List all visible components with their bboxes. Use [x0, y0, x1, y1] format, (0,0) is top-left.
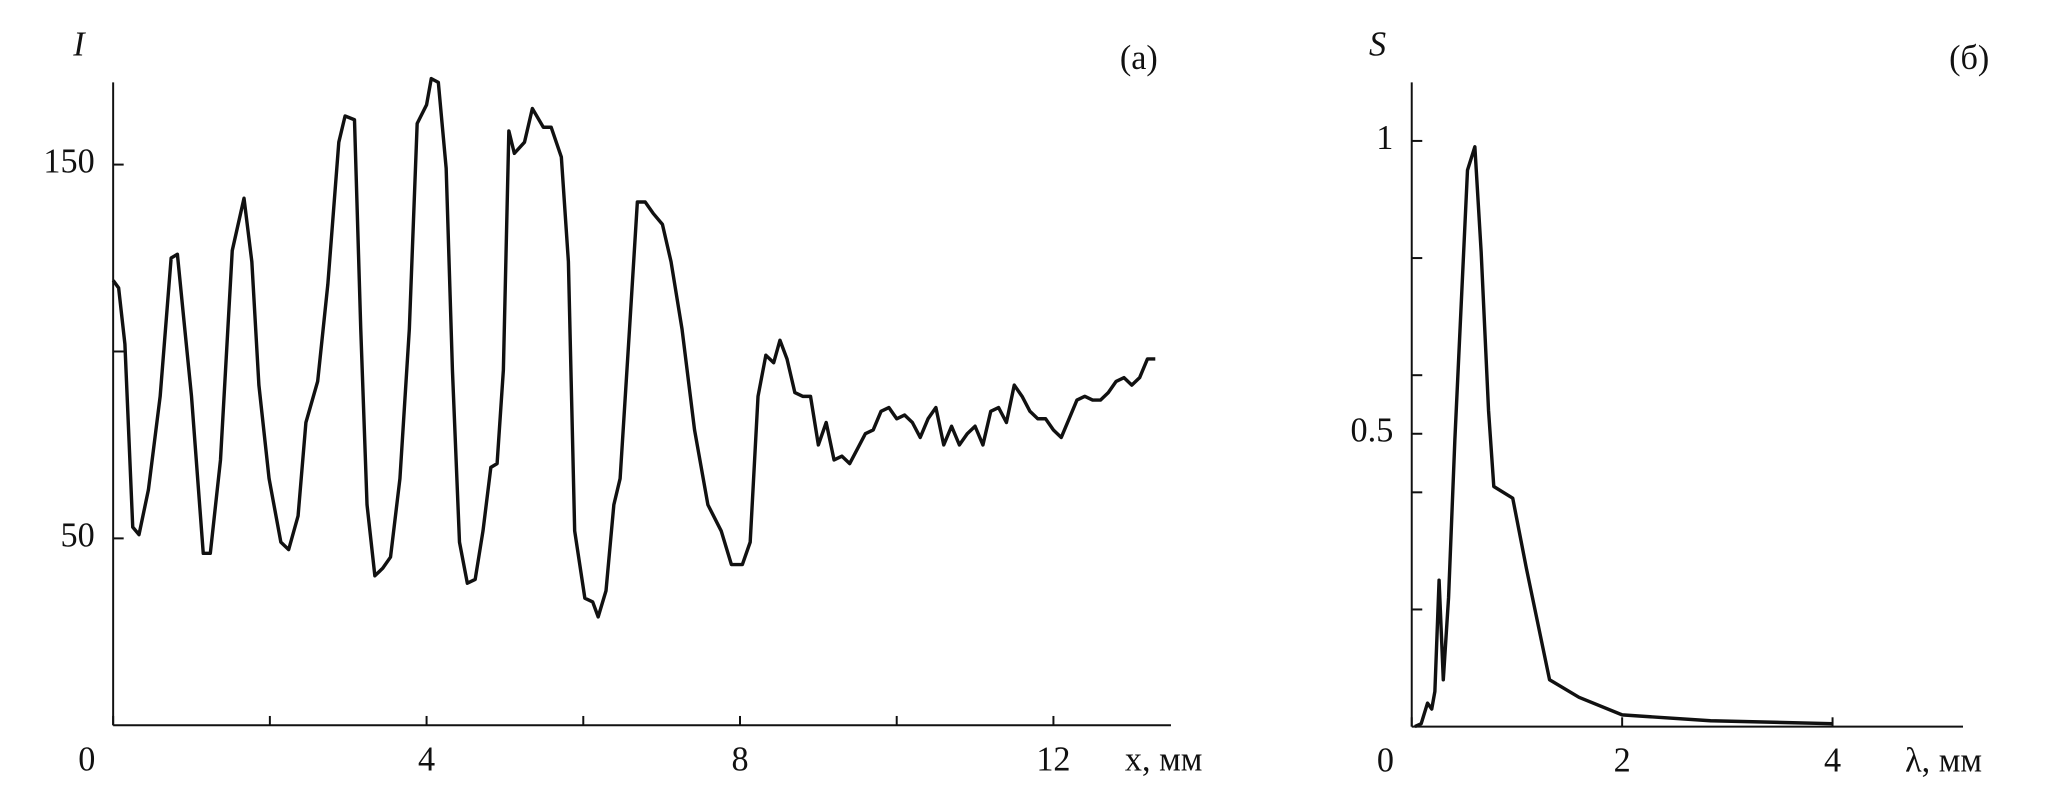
x-axis-label: x, мм: [1125, 740, 1202, 778]
x-tick-label: 4: [1824, 742, 1841, 780]
x-tick-label: 0: [1377, 742, 1394, 780]
data-line: [111, 76, 1156, 619]
y-tick-label: 1: [1376, 119, 1393, 157]
panel-label: (а): [1120, 39, 1158, 77]
panel-label: (б): [1949, 39, 1989, 77]
x-tick-label: 0: [78, 740, 95, 778]
y-axis-label: S: [1369, 26, 1386, 64]
x-tick-label: 2: [1614, 742, 1631, 780]
data-line: [1414, 145, 1833, 729]
y-tick-label: 50: [61, 516, 95, 554]
y-tick-label: 0.5: [1351, 412, 1394, 450]
x-axis-label: λ, мм: [1905, 742, 1982, 780]
x-tick-label: 8: [731, 740, 748, 778]
y-tick-label: 150: [43, 142, 94, 180]
y-axis-label: I: [72, 26, 86, 64]
x-tick-label: 4: [418, 740, 435, 778]
x-tick-label: 12: [1036, 740, 1070, 778]
